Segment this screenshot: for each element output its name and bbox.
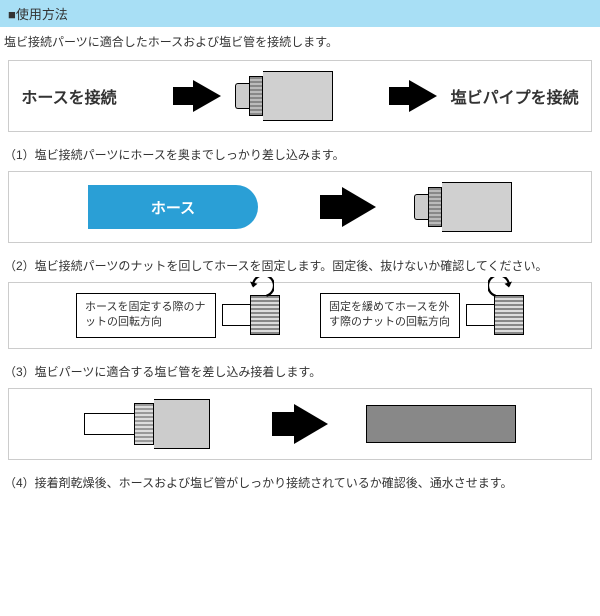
step-2-text: （2）塩ビ接続パーツのナットを回してホースを固定します。固定後、抜けないか確認し… — [0, 253, 600, 278]
pvc-connect-label: 塩ビパイプを接続 — [451, 84, 579, 108]
panel-step1: ホース — [8, 171, 592, 243]
rotate-cw-icon — [488, 277, 518, 307]
connector-diagram — [414, 182, 512, 232]
arrow-icon — [193, 80, 221, 112]
arrow-icon — [294, 404, 328, 444]
tighten-label: ホースを固定する際のナットの回転方向 — [76, 293, 216, 338]
step-1-text: （1）塩ビ接続パーツにホースを奥までしっかり差し込みます。 — [0, 142, 600, 167]
hose-connect-label: ホースを接続 — [21, 84, 116, 108]
tighten-diagram: ホースを固定する際のナットの回転方向 — [76, 293, 280, 338]
arrow-icon — [342, 187, 376, 227]
section-header: ■使用方法 — [0, 0, 600, 27]
panel-overview: ホースを接続 塩ビパイプを接続 — [8, 60, 592, 132]
step-3-text: （3）塩ビパーツに適合する塩ビ管を差し込み接着します。 — [0, 359, 600, 384]
loosen-diagram: 固定を緩めてホースを外す際のナットの回転方向 — [320, 293, 524, 338]
panel-step3 — [8, 388, 592, 460]
intro-text: 塩ビ接続パーツに適合したホースおよび塩ビ管を接続します。 — [0, 27, 600, 56]
pvc-pipe-diagram — [366, 405, 516, 443]
loosen-label: 固定を緩めてホースを外す際のナットの回転方向 — [320, 293, 460, 338]
panel-step2: ホースを固定する際のナットの回転方向 固定を緩めてホースを外す際のナットの回転方… — [8, 282, 592, 349]
hose-diagram: ホース — [88, 185, 258, 229]
connector-diagram — [235, 71, 333, 121]
step-4-text: （4）接着剤乾燥後、ホースおよび塩ビ管がしっかり接続されているか確認後、通水させ… — [0, 470, 600, 495]
socket-diagram — [84, 399, 210, 449]
arrow-icon — [409, 80, 437, 112]
hose-label: ホース — [151, 197, 195, 218]
rotate-ccw-icon — [244, 277, 274, 307]
